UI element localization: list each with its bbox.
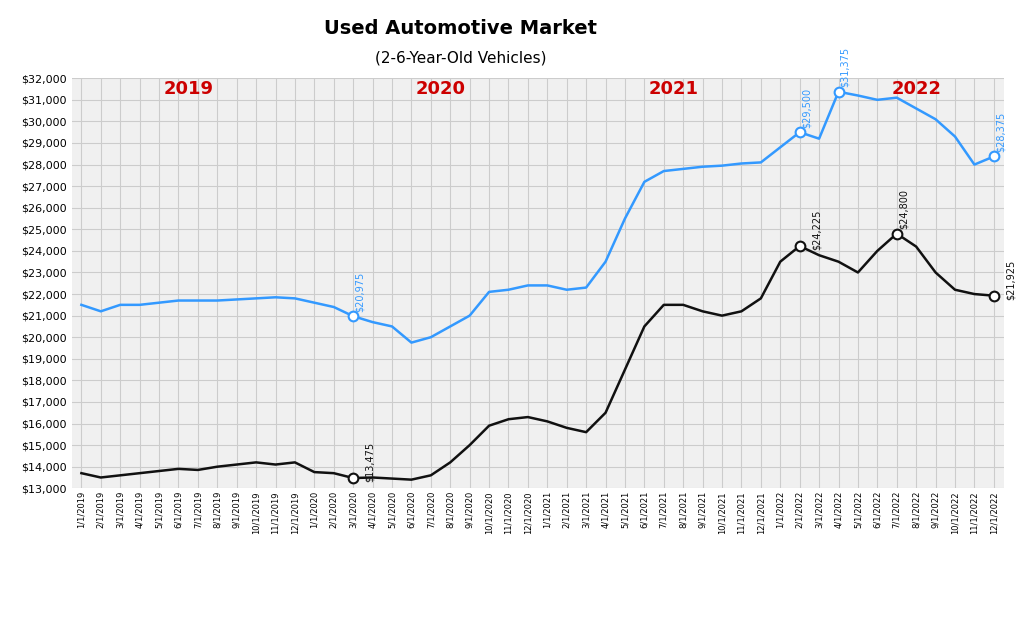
- Text: BOOK: BOOK: [931, 52, 969, 65]
- Text: $20,975: $20,975: [355, 272, 365, 312]
- Text: $31,375: $31,375: [840, 48, 850, 88]
- Text: $24,800: $24,800: [898, 189, 908, 229]
- Text: 2021: 2021: [648, 80, 698, 98]
- Text: 2020: 2020: [416, 80, 466, 98]
- Text: 2022: 2022: [891, 80, 941, 98]
- Text: BLACK: BLACK: [928, 29, 972, 42]
- Text: $29,500: $29,500: [802, 88, 811, 128]
- Text: $28,375: $28,375: [995, 112, 1006, 152]
- Text: $13,475: $13,475: [365, 442, 375, 483]
- Text: (2-6-Year-Old Vehicles): (2-6-Year-Old Vehicles): [375, 50, 547, 65]
- Text: Used Automotive Market: Used Automotive Market: [325, 19, 597, 38]
- Text: $24,225: $24,225: [811, 210, 821, 250]
- Text: 2019: 2019: [163, 80, 213, 98]
- Text: $21,925: $21,925: [1006, 260, 1016, 300]
